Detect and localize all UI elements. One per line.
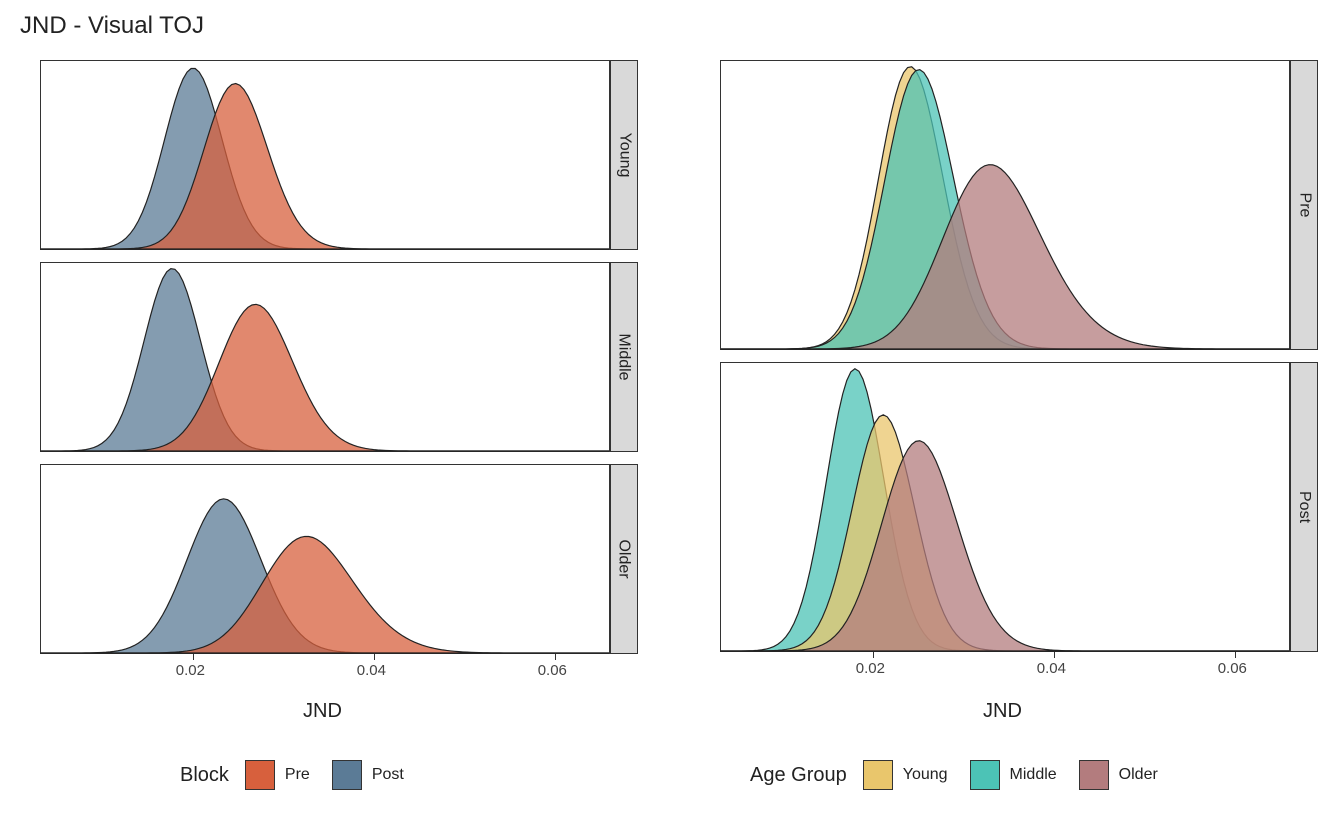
x-tick-mark: [1235, 652, 1236, 658]
x-tick-mark: [1054, 652, 1055, 658]
panel-right-post: [720, 362, 1290, 652]
x-axis-label-left: JND: [303, 700, 342, 723]
x-tick-mark: [374, 654, 375, 660]
legend-label-pre: Pre: [285, 766, 310, 784]
legend-age: Age Group Young Middle Older: [750, 760, 1170, 790]
strip-older: Older: [610, 464, 638, 654]
legend-swatch-young: [863, 760, 893, 790]
strip-label: Post: [1295, 491, 1313, 523]
strip-pre: Pre: [1290, 60, 1318, 350]
legend-label-older: Older: [1119, 766, 1158, 784]
panel-left-older: [40, 464, 610, 654]
chart-title: JND - Visual TOJ: [20, 12, 204, 40]
legend-swatch-middle: [970, 760, 1000, 790]
legend-title: Block: [180, 764, 229, 787]
legend-label-young: Young: [903, 766, 948, 784]
x-tick-mark: [873, 652, 874, 658]
x-tick-label: 0.06: [538, 662, 567, 679]
strip-label: Older: [615, 539, 633, 578]
x-tick-label: 0.04: [357, 662, 386, 679]
panel-right-pre: [720, 60, 1290, 350]
strip-middle: Middle: [610, 262, 638, 452]
x-tick-label: 0.02: [176, 662, 205, 679]
strip-label: Pre: [1295, 193, 1313, 218]
legend-label-post: Post: [372, 766, 404, 784]
legend-title: Age Group: [750, 764, 847, 787]
x-tick-mark: [555, 654, 556, 660]
x-tick-label: 0.02: [856, 660, 885, 677]
strip-label: Middle: [615, 333, 633, 380]
density-post: [41, 69, 609, 249]
x-tick-label: 0.06: [1218, 660, 1247, 677]
density-pre: [41, 536, 609, 653]
legend-swatch-older: [1079, 760, 1109, 790]
density-pre: [41, 84, 609, 249]
legend-label-middle: Middle: [1010, 766, 1057, 784]
legend-swatch-pre: [245, 760, 275, 790]
x-tick-label: 0.04: [1037, 660, 1066, 677]
strip-post: Post: [1290, 362, 1318, 652]
panel-left-middle: [40, 262, 610, 452]
legend-block: Block Pre Post: [180, 760, 416, 790]
strip-label: Young: [615, 133, 633, 178]
density-older: [721, 165, 1289, 349]
density-middle: [721, 369, 1289, 651]
panel-left-young: [40, 60, 610, 250]
strip-young: Young: [610, 60, 638, 250]
x-axis-label-right: JND: [983, 700, 1022, 723]
x-tick-mark: [193, 654, 194, 660]
legend-swatch-post: [332, 760, 362, 790]
